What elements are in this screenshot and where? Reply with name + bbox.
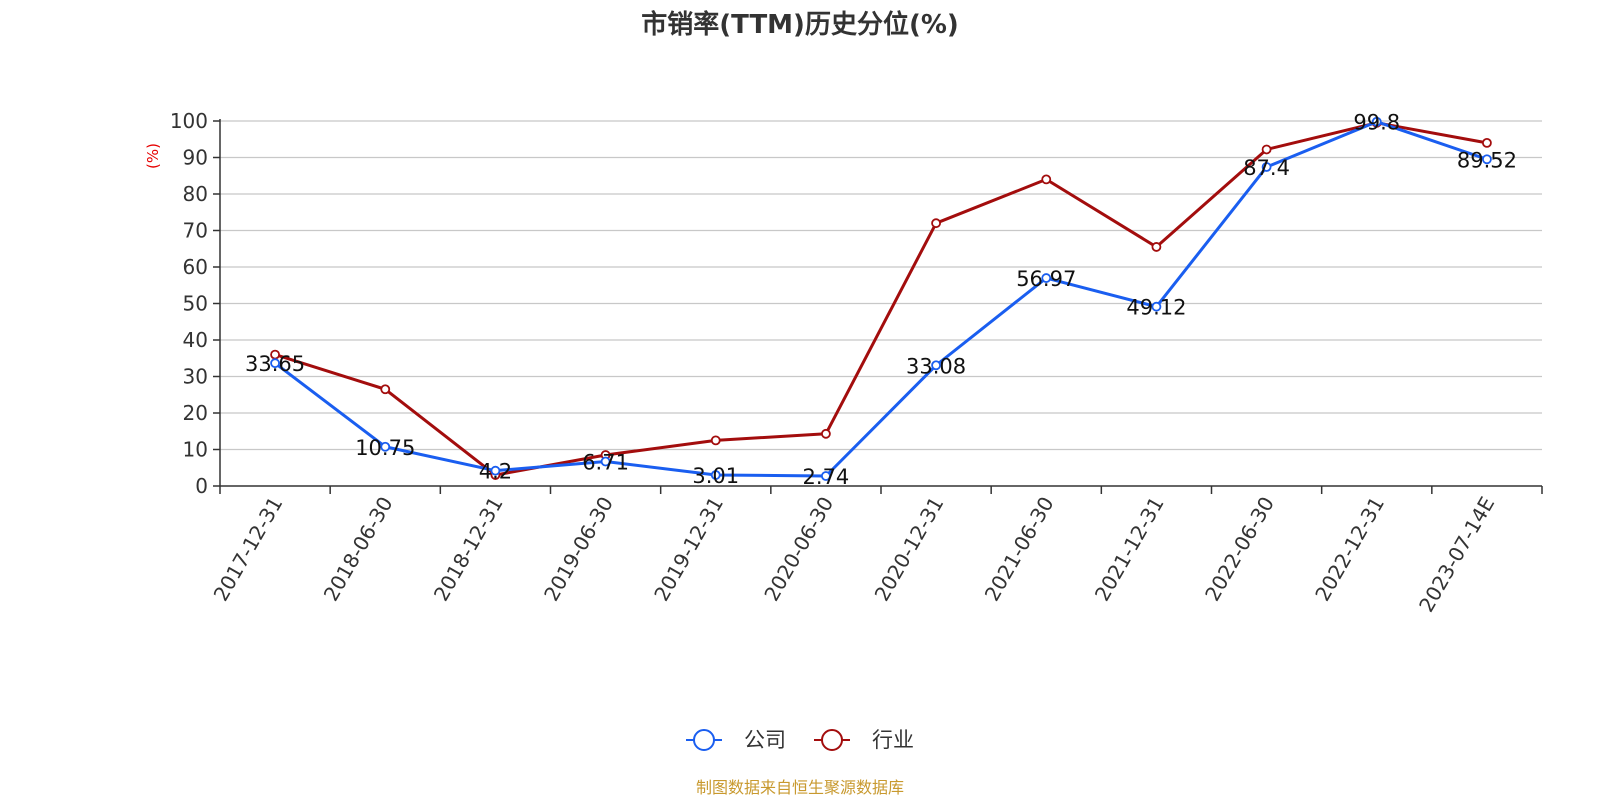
point-industry-2020-06-30 [821,428,831,439]
point-industry-2021-12-31 [1151,242,1162,252]
source-note: 制图数据来自恒生聚源数据库 [696,778,904,797]
series-line-industry [274,121,1488,477]
data-label-company-2017-12-31: 33.65 [245,352,305,376]
y-tick-label-0: 0 [195,474,208,498]
x-tick-label-2021-06-30: 2021-06-30 [980,493,1059,606]
y-axis-label: (%) [144,143,162,169]
legend: 公司 行业 [686,728,914,752]
point-company-2021-12-31 [1151,301,1162,312]
legend-company-marker [693,729,715,751]
series-line-company [274,120,1488,478]
point-company-2023-07-14E [1482,154,1492,165]
x-tick-label-2022-12-31: 2022-12-31 [1310,493,1389,606]
data-label-company-2021-06-30: 56.97 [1016,267,1076,291]
data-label-company-2019-06-30: 6.71 [582,451,629,475]
chart-title: 市销率(TTM)历史分位(%) [641,9,959,40]
point-company-2018-12-31 [490,465,501,476]
point-company-2021-06-30 [1041,273,1052,283]
data-label-company-2023-07-14E: 89.52 [1457,148,1517,172]
point-industry-2019-12-31 [710,435,721,446]
y-tick-label-90: 90 [183,146,208,170]
x-tick-label-2017-12-31: 2017-12-31 [209,493,288,606]
x-tick-label-2021-12-31: 2021-12-31 [1090,493,1169,606]
legend-industry-marker [821,729,843,751]
grid-layer [220,120,1542,451]
point-company-2022-12-31 [1371,116,1382,127]
y-tick-label-70: 70 [183,219,208,243]
point-industry-2018-06-30 [380,384,391,395]
data-label-company-2020-06-30: 2.74 [803,465,850,489]
point-industry-2021-06-30 [1041,174,1052,185]
point-company-2019-06-30 [600,456,611,467]
point-company-2017-12-31 [270,358,280,369]
legend-industry-label: 行业 [872,728,914,752]
x-tick-label-2019-12-31: 2019-12-31 [649,493,728,606]
series-layer [270,116,1492,481]
legend-item-company[interactable]: 公司 [686,728,786,752]
point-company-2020-12-31 [931,360,941,371]
x-tick-label-2019-06-30: 2019-06-30 [539,493,618,606]
axis-layer: 0 10 20 30 40 50 60 70 80 90 100 2017-12-31 2018-06-… [170,109,1543,617]
y-tick-label-60: 60 [183,255,208,279]
y-tick-label-10: 10 [183,438,208,462]
point-company-2022-06-30 [1261,162,1272,172]
data-label-company-2019-12-31: 3.01 [692,464,739,488]
y-tick-label-80: 80 [183,182,208,206]
x-tick-label-2022-06-30: 2022-06-30 [1200,493,1279,606]
data-label-company-2018-12-31: 4.2 [479,460,512,484]
legend-item-industry[interactable]: 行业 [814,728,914,752]
data-label-company-2021-12-31: 49.12 [1126,296,1186,320]
x-tick-label-2020-06-30: 2020-06-30 [759,493,838,606]
point-industry-2022-06-30 [1261,144,1272,155]
data-label-company-2022-12-31: 99.8 [1353,111,1400,135]
x-tick-label-2020-12-31: 2020-12-31 [870,492,949,605]
y-tick-label-50: 50 [183,292,208,316]
point-industry-2023-07-14E [1482,137,1492,148]
x-tick-label-2018-12-31: 2018-12-31 [429,492,508,605]
label-layer: 33.65 10.75 4.2 6.71 3.01 2.74 33.08 56.97 49.12… [245,111,1517,489]
x-tick-label-2018-06-30: 2018-06-30 [319,493,398,606]
y-tick-label-100: 100 [170,109,208,133]
x-tick-label-2023-07-14E: 2023-07-14E [1414,493,1499,617]
data-label-company-2022-06-30: 87.4 [1243,156,1290,180]
point-company-2018-06-30 [380,441,391,452]
data-label-company-2018-06-30: 10.75 [355,436,415,460]
y-tick-label-20: 20 [183,401,208,425]
legend-company-label: 公司 [744,728,786,752]
y-tick-label-40: 40 [183,328,208,352]
y-tick-label-30: 30 [183,365,208,389]
point-company-2019-12-31 [710,470,721,480]
point-industry-2020-12-31 [931,218,941,229]
data-label-company-2020-12-31: 33.08 [906,354,966,378]
point-company-2020-06-30 [821,471,831,481]
